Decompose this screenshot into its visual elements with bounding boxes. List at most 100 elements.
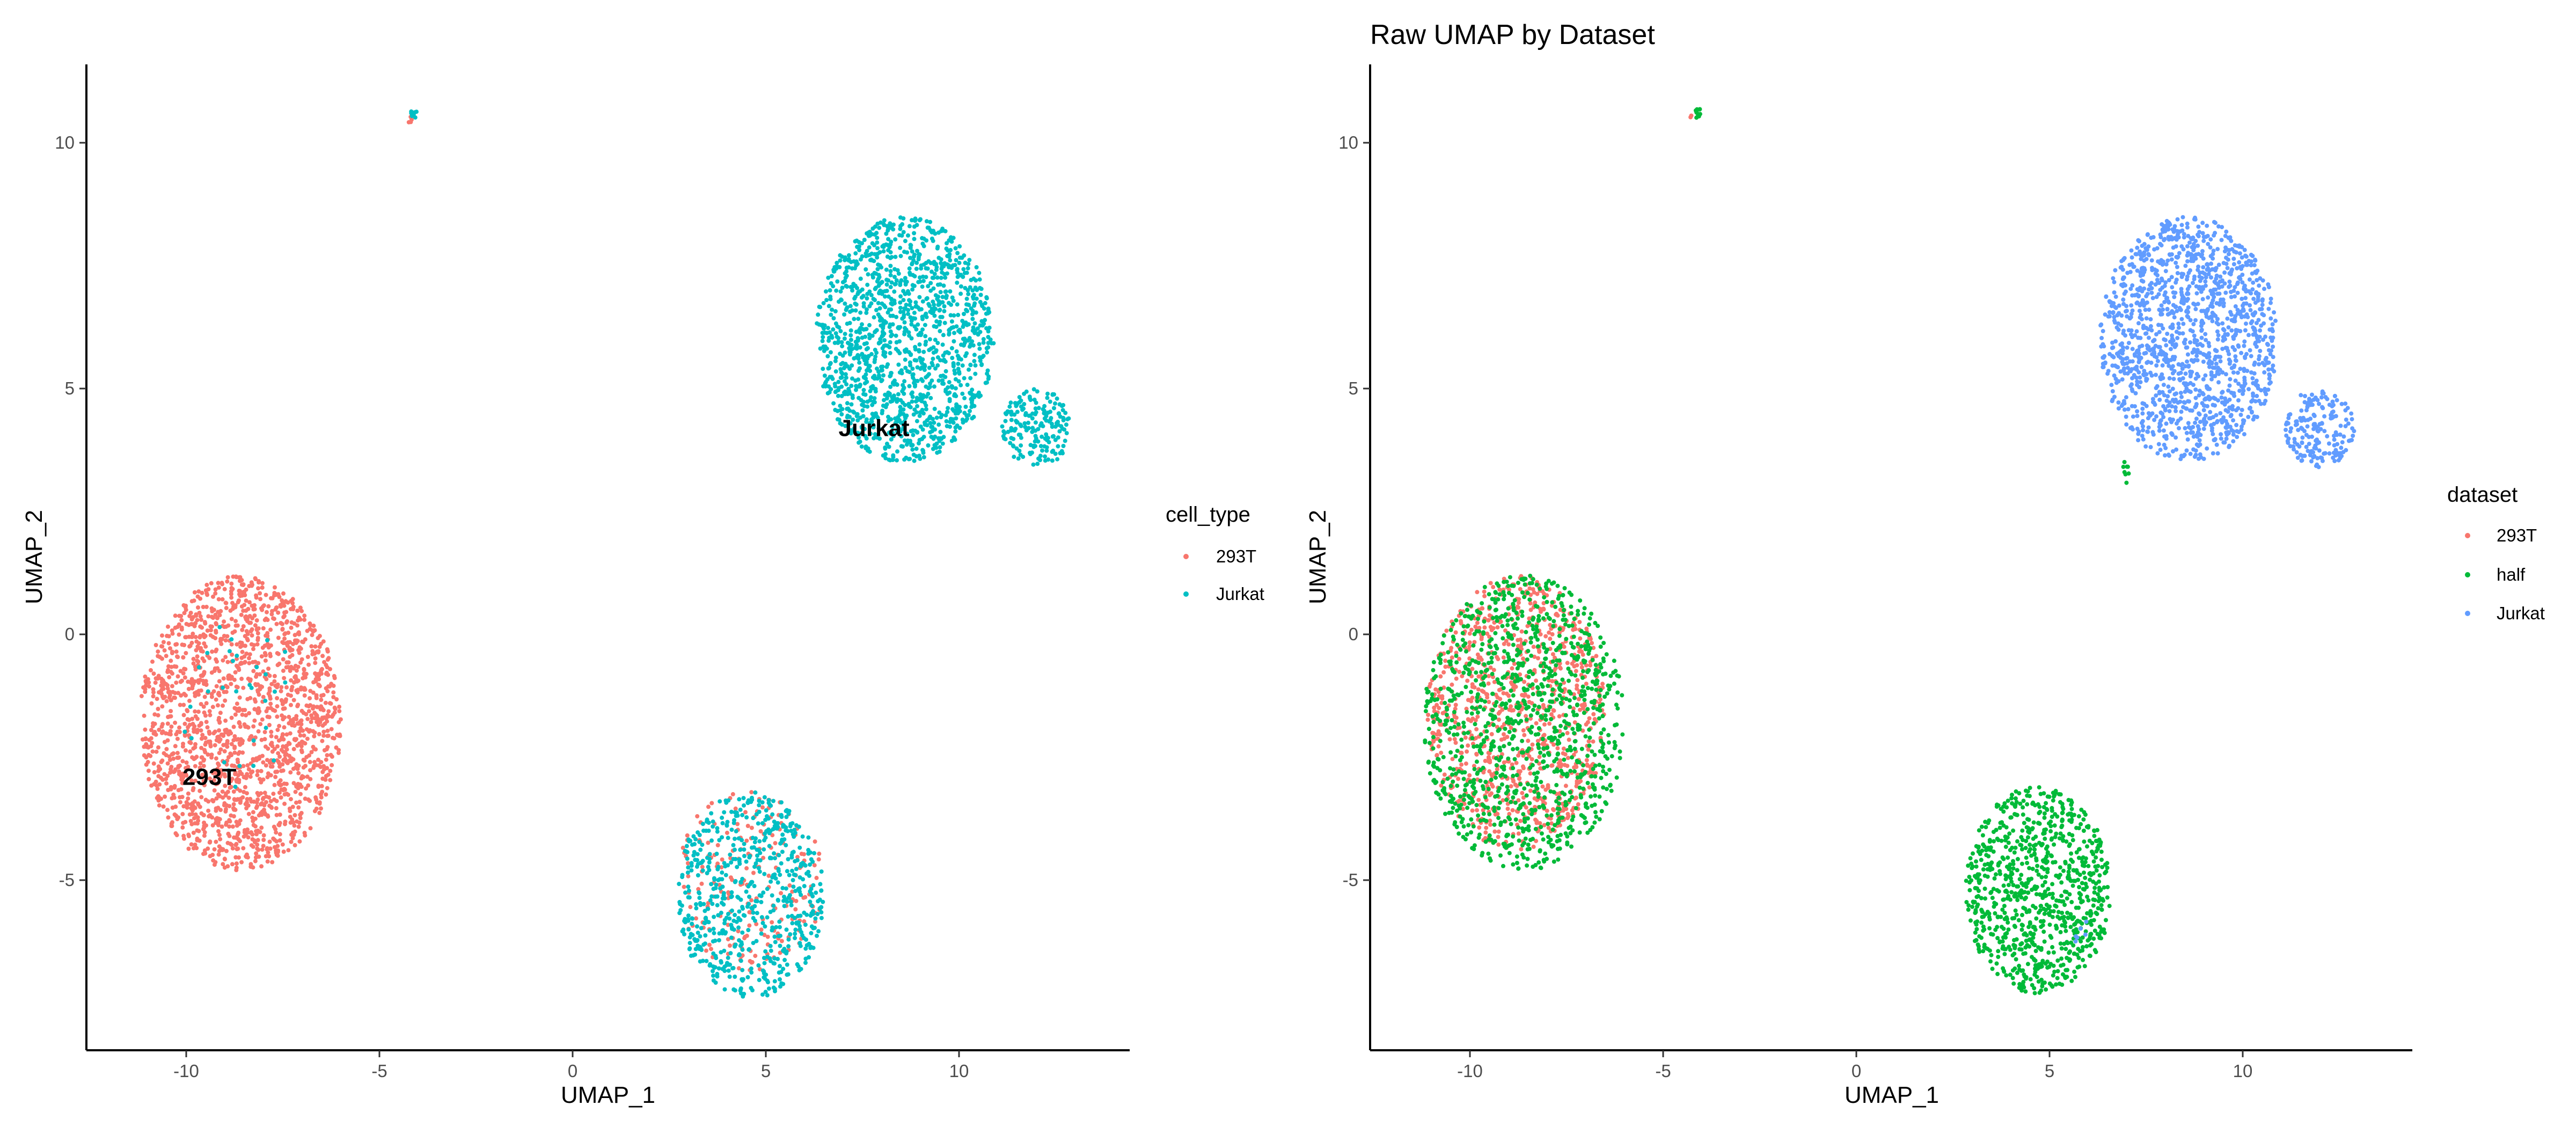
point-293t — [296, 664, 301, 669]
point-293t — [220, 789, 225, 794]
point-jurkat — [1035, 389, 1040, 394]
point-jurkat — [888, 255, 893, 260]
point-293t — [159, 691, 164, 696]
point-293t — [259, 864, 264, 869]
point-293t — [184, 748, 188, 753]
point-jurkat — [1017, 395, 1022, 399]
point-293t — [814, 875, 819, 880]
point-jurkat — [853, 378, 858, 383]
point-293t — [276, 822, 281, 827]
point-jurkat — [711, 974, 715, 978]
point-293t — [230, 862, 235, 867]
point-jurkat — [847, 342, 852, 346]
point-293t — [241, 846, 246, 851]
point-293t — [178, 763, 182, 768]
point-293t — [314, 693, 319, 698]
point-jurkat — [742, 803, 746, 808]
point-293t — [243, 615, 248, 619]
point-293t — [298, 646, 303, 651]
point-jurkat — [890, 399, 895, 404]
point-jurkat — [883, 405, 888, 409]
point-293t — [185, 802, 189, 807]
point-jurkat — [733, 847, 737, 852]
point-293t — [217, 679, 222, 684]
point-jurkat — [933, 231, 938, 236]
point-jurkat — [910, 306, 914, 311]
point-jurkat — [917, 295, 922, 299]
point-293t — [277, 755, 282, 759]
point-jurkat — [924, 261, 928, 265]
point-293t — [688, 905, 693, 910]
point-293t — [286, 692, 290, 697]
point-jurkat — [771, 799, 775, 803]
point-jurkat — [917, 218, 922, 223]
point-293t — [302, 617, 307, 622]
point-jurkat — [965, 266, 970, 270]
point-jurkat — [879, 379, 884, 383]
point-293t — [199, 617, 203, 622]
point-jurkat — [901, 444, 905, 449]
point-293t — [320, 777, 325, 781]
point-jurkat — [927, 337, 932, 342]
point-jurkat — [782, 837, 787, 842]
point-293t — [1439, 750, 1444, 755]
point-293t — [183, 819, 188, 824]
point-jurkat — [924, 219, 929, 224]
point-293t — [280, 733, 285, 737]
point-293t — [215, 766, 220, 771]
point-293t — [231, 802, 236, 807]
point-293t — [211, 858, 216, 863]
point-jurkat — [687, 947, 692, 952]
point-jurkat — [926, 443, 931, 448]
point-jurkat — [809, 924, 814, 929]
point-jurkat — [715, 826, 720, 831]
point-293t — [281, 749, 286, 754]
point-293t — [326, 709, 331, 714]
point-293t — [245, 797, 250, 801]
point-293t — [213, 743, 217, 748]
point-jurkat — [778, 984, 782, 989]
point-293t — [165, 721, 170, 726]
point-jurkat — [680, 929, 685, 934]
point-293t — [1520, 693, 1525, 698]
point-jurkat — [931, 447, 935, 451]
point-293t — [206, 808, 211, 813]
point-jurkat — [828, 297, 833, 302]
point-293t — [253, 699, 258, 704]
point-293t — [228, 608, 233, 613]
point-jurkat — [733, 975, 737, 979]
point-jurkat — [865, 296, 869, 301]
point-293t — [262, 730, 267, 735]
point-293t — [313, 644, 318, 649]
point-293t — [709, 947, 713, 952]
point-293t — [1477, 825, 1482, 830]
point-jurkat — [764, 808, 769, 813]
point-jurkat — [1041, 407, 1045, 412]
point-293t — [173, 625, 178, 630]
point-jurkat — [887, 391, 892, 396]
point-293t — [294, 668, 299, 673]
point-293t — [1425, 718, 1430, 722]
point-293t — [317, 763, 321, 768]
point-jurkat — [687, 941, 692, 946]
point-293t — [1565, 661, 1570, 665]
point-293t — [313, 671, 318, 676]
point-293t — [256, 661, 261, 665]
point-jurkat — [806, 869, 811, 874]
point-293t — [317, 677, 321, 682]
point-jurkat — [932, 313, 937, 318]
point-293t — [196, 678, 201, 683]
point-293t — [221, 676, 226, 681]
point-293t — [1516, 753, 1521, 758]
point-jurkat — [925, 296, 930, 301]
point-jurkat — [836, 387, 840, 392]
point-293t — [185, 708, 189, 713]
point-293t — [751, 870, 756, 875]
point-293t — [238, 645, 243, 649]
point-jurkat — [770, 893, 774, 898]
point-jurkat — [839, 298, 844, 303]
point-293t — [229, 715, 234, 720]
point-293t — [269, 741, 274, 745]
point-jurkat — [935, 341, 940, 346]
point-jurkat — [1062, 427, 1067, 432]
